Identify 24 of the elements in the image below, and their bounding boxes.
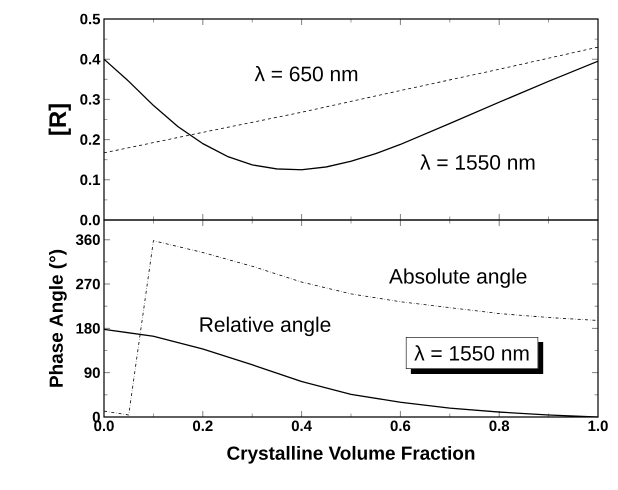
x-tick-label: 0.4 [292,420,312,432]
x-tick-label: 1.0 [588,420,608,432]
y-tick-label: 0.0 [80,214,100,226]
annotation: Relative angle [200,316,330,336]
y-tick-label: 0.1 [80,174,100,186]
y-tick-label: 0.5 [80,14,100,24]
y-tick-label: 270 [76,278,100,290]
y-tick-label: 0.4 [80,54,100,64]
annotation: λ = 650 nm [254,66,358,82]
y-tick-label: 90 [84,367,100,378]
x-tick-label: 0.2 [193,420,213,432]
x-tick-label: 0.0 [94,420,114,432]
y-tick-label: 0.2 [80,134,100,145]
y-tick-label: 0.3 [80,94,100,105]
x-tick-label: 0.8 [489,420,510,432]
annotation: λ = 1550 nm [420,154,534,170]
annotation: λ = 1550 nm [414,345,528,361]
y-tick-label: 180 [76,323,100,334]
x-axis-title: Crystalline Volume Fraction [227,446,474,464]
y-axis-title: Phase Angle (°) [48,250,67,387]
annotation: Absolute angle [389,268,526,288]
y-tick-label: 360 [76,234,100,246]
x-tick-label: 0.6 [390,420,410,432]
y-axis-title: [R] [48,104,71,135]
